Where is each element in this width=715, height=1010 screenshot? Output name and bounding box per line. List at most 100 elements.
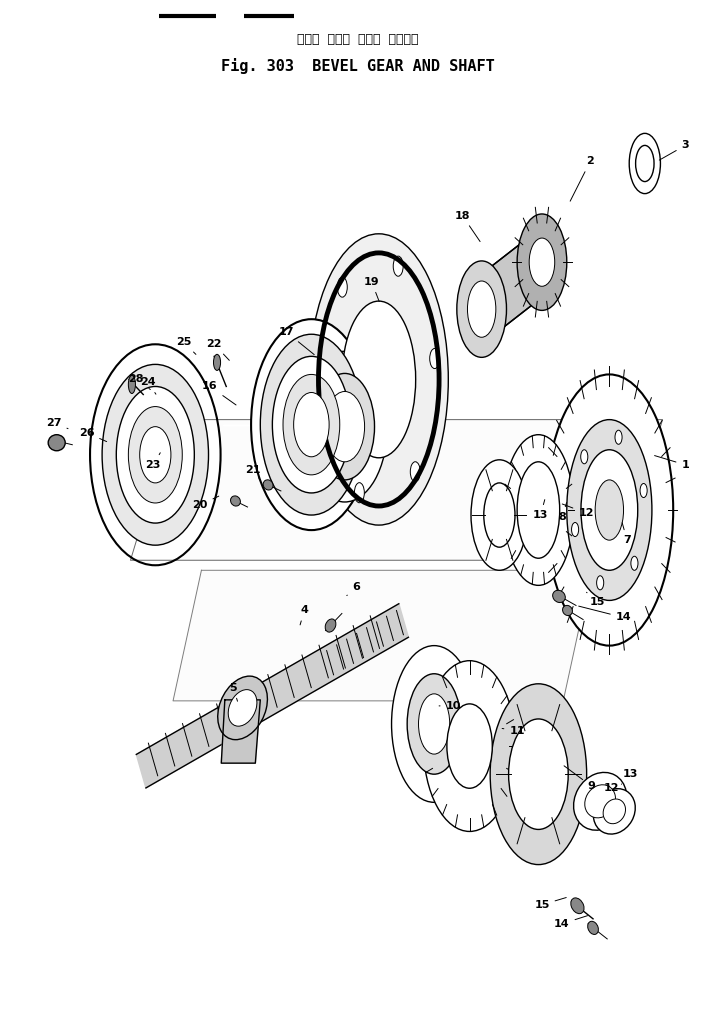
Ellipse shape: [430, 348, 440, 369]
Text: 22: 22: [207, 339, 230, 361]
Ellipse shape: [355, 483, 365, 503]
Ellipse shape: [636, 145, 654, 182]
Ellipse shape: [407, 674, 461, 775]
Ellipse shape: [571, 522, 578, 536]
Text: ベベル  ギヤー  および  シャフト: ベベル ギヤー および シャフト: [297, 33, 418, 45]
Ellipse shape: [230, 496, 240, 506]
Ellipse shape: [571, 898, 584, 914]
Ellipse shape: [263, 480, 273, 490]
Text: 15: 15: [586, 592, 605, 607]
Ellipse shape: [447, 704, 493, 788]
Ellipse shape: [517, 462, 560, 559]
Ellipse shape: [139, 426, 171, 483]
Ellipse shape: [342, 301, 415, 458]
Text: 11: 11: [502, 726, 525, 736]
Ellipse shape: [325, 619, 336, 632]
Ellipse shape: [117, 387, 194, 523]
Ellipse shape: [567, 419, 652, 600]
Ellipse shape: [563, 605, 573, 615]
Ellipse shape: [553, 590, 566, 603]
Text: 14: 14: [554, 916, 588, 929]
Ellipse shape: [457, 261, 506, 358]
Text: 20: 20: [192, 496, 219, 510]
Text: 13: 13: [533, 500, 548, 520]
Ellipse shape: [272, 357, 350, 493]
Ellipse shape: [581, 449, 588, 464]
Text: 18: 18: [455, 211, 480, 241]
Ellipse shape: [392, 645, 477, 802]
Ellipse shape: [315, 374, 375, 480]
Ellipse shape: [595, 480, 623, 540]
Ellipse shape: [393, 257, 403, 276]
Text: 5: 5: [230, 683, 237, 701]
Ellipse shape: [588, 921, 598, 934]
Text: 21: 21: [245, 465, 260, 479]
Ellipse shape: [629, 133, 661, 194]
Ellipse shape: [294, 393, 329, 457]
Ellipse shape: [302, 351, 388, 502]
Ellipse shape: [90, 344, 220, 566]
Text: 12: 12: [562, 504, 593, 518]
Ellipse shape: [508, 719, 568, 829]
Polygon shape: [137, 604, 408, 788]
Polygon shape: [130, 419, 663, 561]
Text: 23: 23: [145, 452, 161, 470]
Text: 24: 24: [140, 378, 156, 394]
Text: 17: 17: [279, 327, 314, 355]
Ellipse shape: [585, 785, 616, 818]
Ellipse shape: [423, 661, 516, 831]
Text: 16: 16: [202, 382, 236, 405]
Ellipse shape: [129, 376, 135, 394]
Text: 10: 10: [439, 701, 461, 711]
Ellipse shape: [471, 460, 528, 571]
Text: 4: 4: [300, 605, 308, 625]
Text: 28: 28: [129, 375, 150, 390]
Ellipse shape: [325, 392, 365, 462]
Text: Fig. 303  BEVEL GEAR AND SHAFT: Fig. 303 BEVEL GEAR AND SHAFT: [221, 58, 494, 74]
Text: 1: 1: [654, 456, 689, 470]
Ellipse shape: [484, 483, 515, 547]
Ellipse shape: [129, 407, 182, 503]
Ellipse shape: [631, 557, 638, 571]
Ellipse shape: [593, 789, 635, 834]
Text: 14: 14: [578, 606, 631, 622]
Polygon shape: [482, 227, 542, 344]
Ellipse shape: [318, 390, 328, 410]
Ellipse shape: [468, 281, 495, 337]
Ellipse shape: [615, 430, 622, 444]
Ellipse shape: [418, 694, 450, 754]
Ellipse shape: [581, 449, 638, 571]
Ellipse shape: [546, 375, 674, 645]
Ellipse shape: [228, 690, 257, 726]
Ellipse shape: [640, 484, 647, 498]
Ellipse shape: [214, 355, 220, 371]
Ellipse shape: [310, 233, 448, 525]
Text: 13: 13: [621, 770, 638, 784]
Ellipse shape: [218, 676, 267, 739]
Ellipse shape: [529, 238, 555, 286]
Ellipse shape: [596, 576, 603, 590]
Ellipse shape: [410, 462, 420, 482]
Ellipse shape: [102, 365, 209, 545]
Ellipse shape: [48, 434, 65, 450]
Ellipse shape: [337, 277, 347, 297]
Text: 27: 27: [46, 418, 68, 428]
Ellipse shape: [283, 375, 340, 475]
Text: 9: 9: [564, 766, 596, 791]
Text: 6: 6: [347, 583, 360, 596]
Polygon shape: [221, 700, 260, 764]
Ellipse shape: [490, 684, 586, 865]
Ellipse shape: [603, 799, 626, 824]
Text: 2: 2: [570, 157, 594, 201]
Ellipse shape: [573, 773, 626, 830]
Polygon shape: [173, 571, 591, 701]
Text: 15: 15: [534, 898, 566, 910]
Text: 25: 25: [176, 337, 196, 355]
Text: 12: 12: [603, 783, 619, 793]
Ellipse shape: [251, 319, 372, 530]
Ellipse shape: [517, 214, 567, 310]
Text: 26: 26: [79, 427, 107, 441]
Text: 7: 7: [622, 523, 631, 545]
Text: 3: 3: [659, 140, 689, 161]
Ellipse shape: [260, 334, 363, 515]
